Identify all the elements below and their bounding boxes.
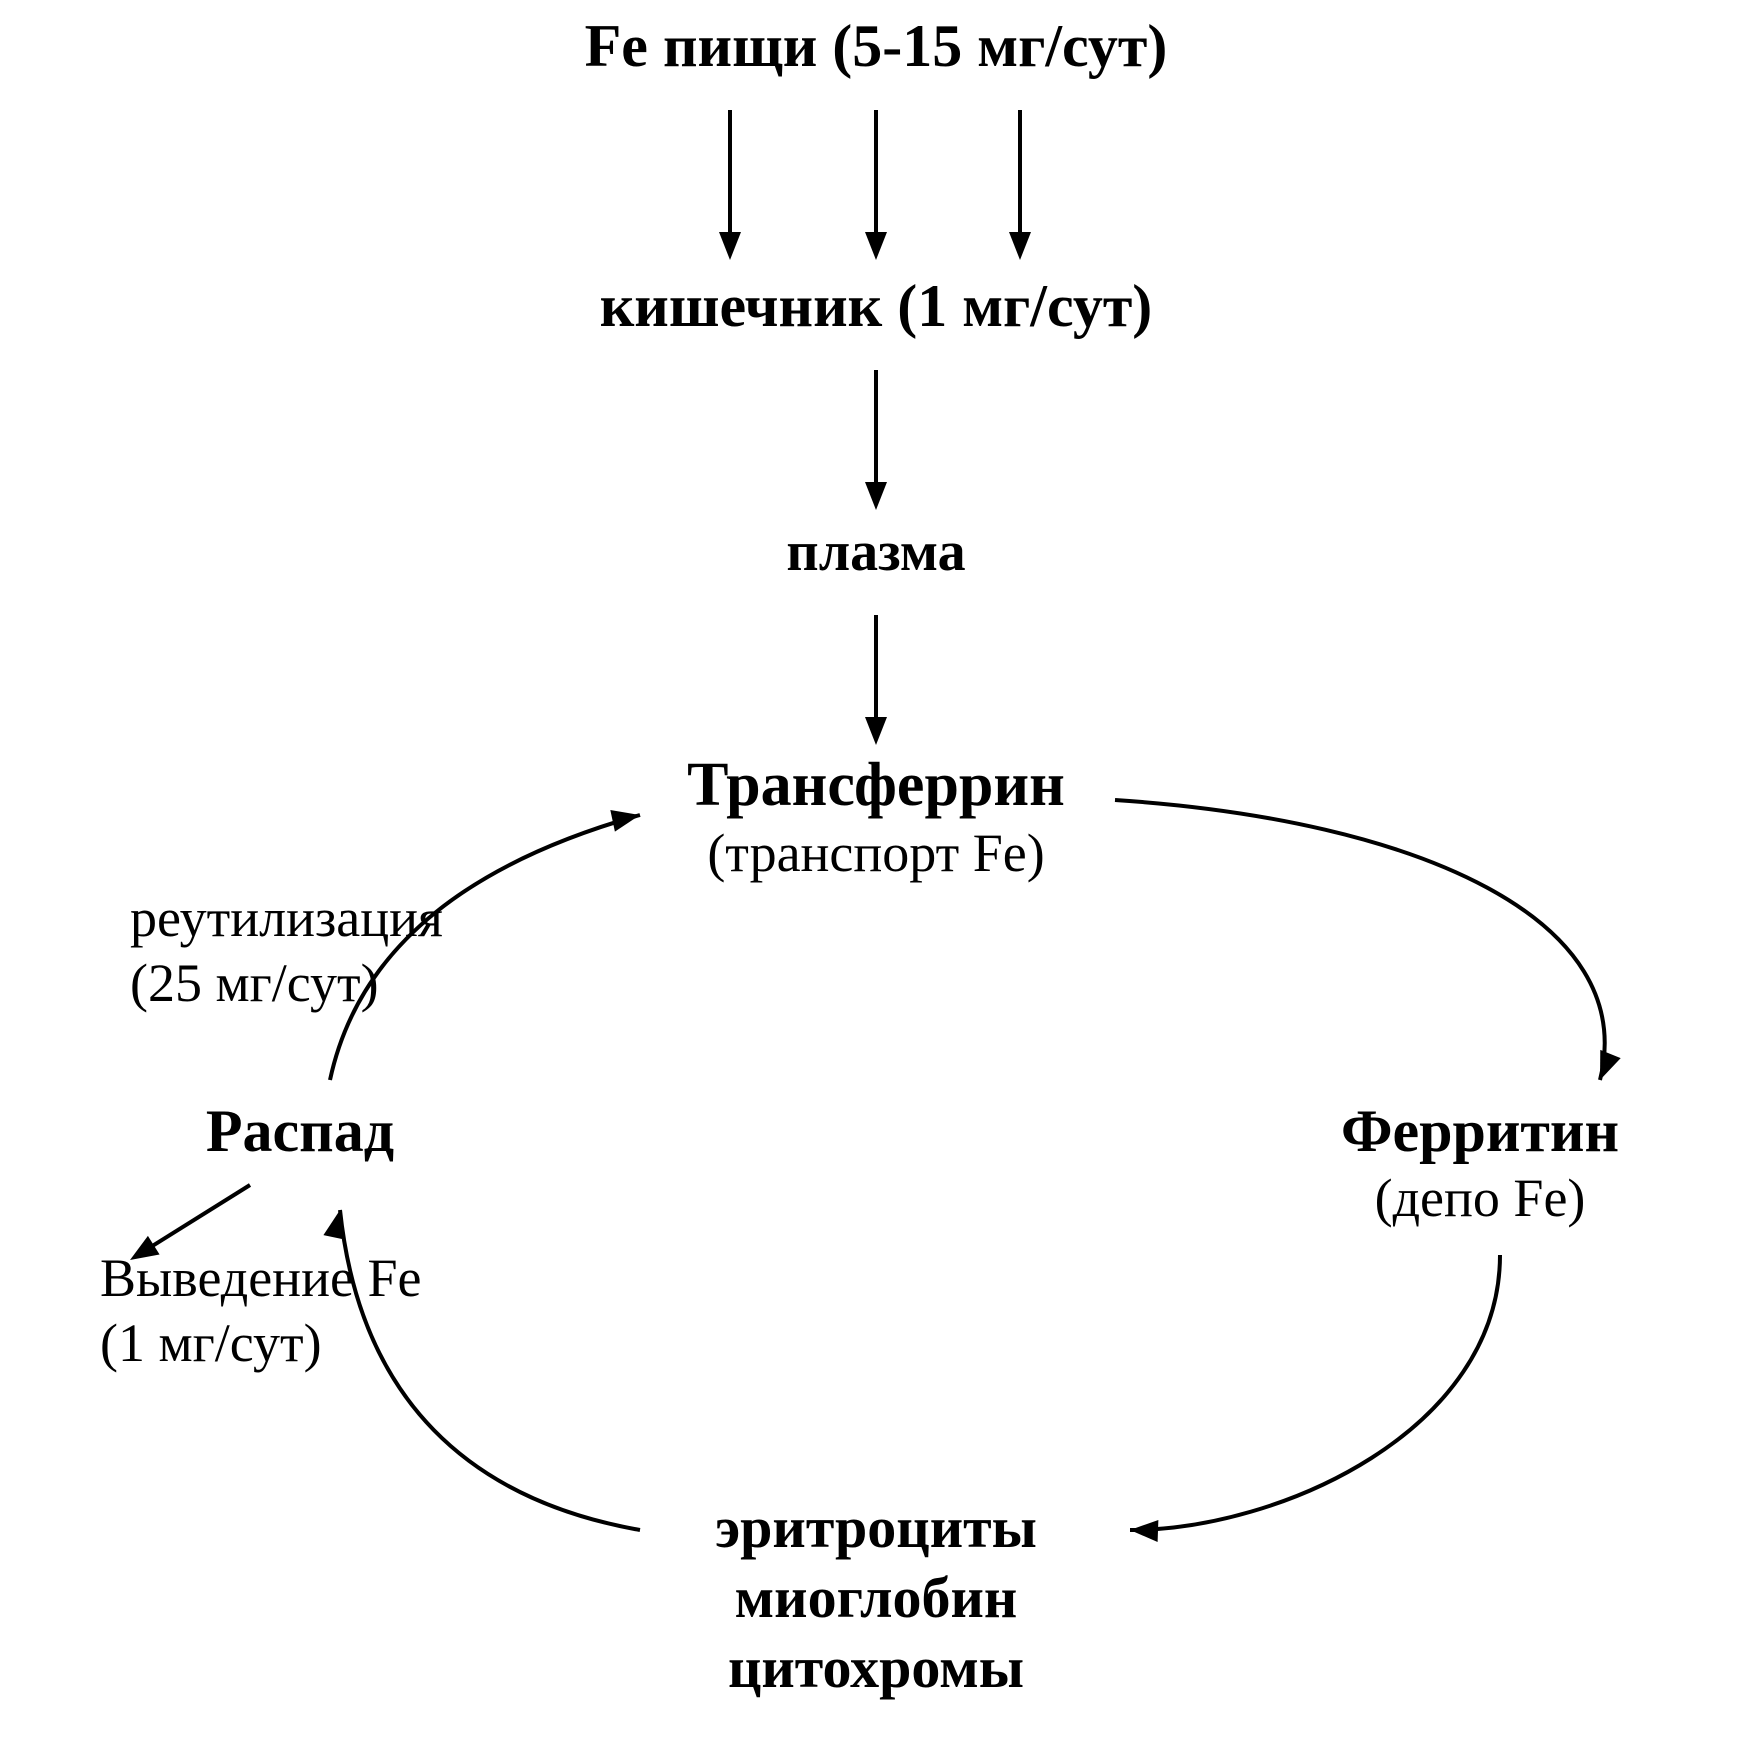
node-cytochromes: цитохромы — [728, 1634, 1024, 1701]
node-transferrin-sub: (транспорт Fe) — [707, 822, 1044, 884]
node-food: Fe пищи (5-15 мг/сут) — [585, 12, 1168, 81]
node-erythrocytes: эритроциты — [715, 1494, 1037, 1561]
node-decay: Распад — [206, 1097, 394, 1166]
label-excrete-2: (1 мг/сут) — [100, 1312, 322, 1374]
node-plasma: плазма — [786, 520, 965, 584]
node-transferrin: Трансферрин — [687, 750, 1065, 821]
node-ferritin-sub: (депо Fe) — [1375, 1167, 1586, 1229]
label-reuse-2: (25 мг/сут) — [130, 952, 379, 1014]
label-reuse-1: реутилизация — [130, 887, 443, 949]
label-excrete-1: Выведение Fe — [100, 1247, 421, 1309]
node-intestine: кишечник (1 мг/сут) — [600, 272, 1153, 341]
node-ferritin: Ферритин — [1341, 1097, 1619, 1166]
node-myoglobin: миоглобин — [735, 1564, 1018, 1631]
